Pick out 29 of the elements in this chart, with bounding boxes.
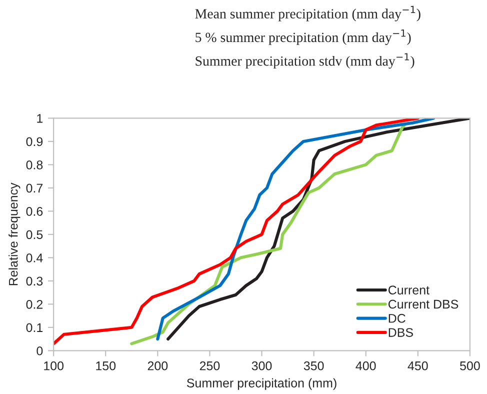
y-tick-label: 0.5 — [26, 230, 43, 240]
y-tick-label: 0 — [36, 346, 43, 356]
x-tick-label: 200 — [148, 361, 168, 370]
text: 5 % summer precipitation (mm day$^{−1}$) — [196, 30, 411, 45]
text: Mean summer precipitation (mm day$^{−1}$) — [195, 6, 420, 22]
y-tick-label: 0.3 — [26, 276, 43, 286]
legend-label: DBS — [388, 328, 413, 337]
y-tick-label: 1 — [37, 114, 43, 123]
y-axis-title: Relative frequency — [8, 182, 20, 286]
x-tick-label: 450 — [408, 361, 428, 370]
y-tick-label: 0.6 — [26, 206, 43, 216]
legend-label: Current DBS — [388, 300, 458, 309]
x-tick-label: 250 — [200, 361, 220, 370]
x-tick-label: 100 — [44, 361, 64, 370]
x-tick-label: 300 — [252, 361, 272, 370]
y-tick-label: 0.2 — [26, 300, 43, 309]
x-tick-label: 150 — [96, 361, 116, 370]
x-tick-label: 400 — [356, 361, 376, 370]
x-tick-label: 350 — [304, 361, 324, 370]
x-axis-title: Summer precipitation (mm) — [186, 378, 336, 390]
legend-label: Current — [388, 286, 430, 294]
legend-label: DC — [388, 314, 406, 323]
y-tick-label: 0.8 — [26, 160, 43, 170]
y-tick-label: 0.7 — [26, 184, 43, 193]
x-tick-label: 500 — [460, 361, 480, 370]
y-tick-label: 0.1 — [26, 323, 43, 332]
y-tick-label: 0.9 — [26, 137, 43, 146]
text: Summer precipitation stdv (mm day$^{−1}$) — [196, 53, 414, 69]
y-tick-label: 0.4 — [26, 253, 43, 262]
